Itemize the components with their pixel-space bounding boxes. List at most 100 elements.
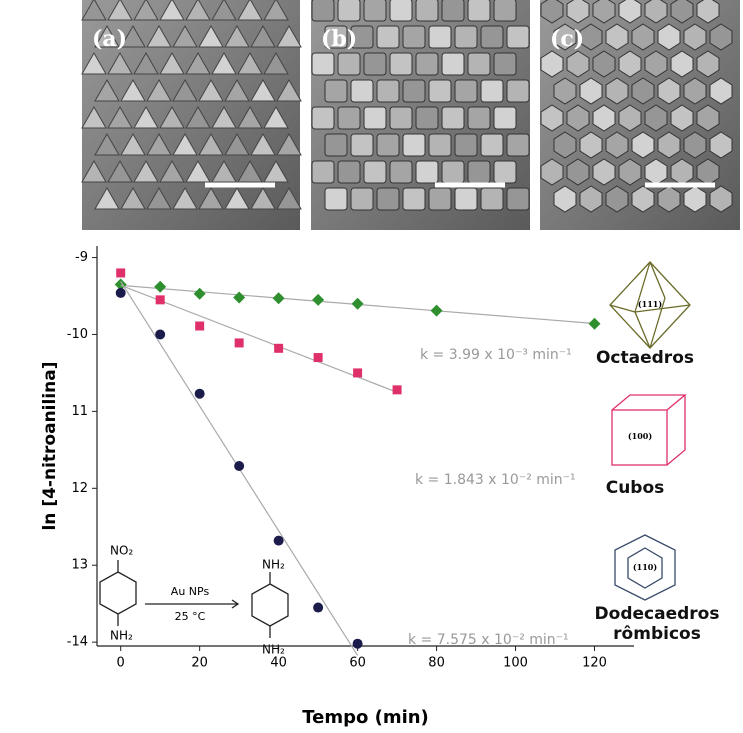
particle: [325, 188, 347, 210]
particle: [377, 188, 399, 210]
particle: [364, 161, 386, 183]
x-tick-label: 100: [503, 656, 528, 671]
particle: [494, 0, 516, 21]
point: [116, 288, 126, 298]
particle: [429, 188, 451, 210]
reaction-scheme: [100, 560, 288, 638]
particle: [455, 134, 477, 156]
x-tick-label: 40: [270, 656, 287, 671]
particle: [429, 26, 451, 48]
particle: [390, 0, 412, 21]
particle: [403, 80, 425, 102]
point: [313, 603, 323, 613]
facet-label: (100): [628, 431, 652, 441]
fit-label: k = 7.575 x 10⁻² min⁻¹: [408, 632, 569, 648]
scheme-text: 25 °C: [175, 610, 206, 623]
point: [352, 298, 364, 310]
particle: [416, 107, 438, 129]
particle: [468, 53, 490, 75]
panel-label: (b): [321, 26, 357, 52]
scheme-text: Au NPs: [171, 585, 210, 598]
particle: [442, 0, 464, 21]
particle: [442, 53, 464, 75]
point: [393, 385, 402, 394]
series-label: Octaedros: [580, 348, 710, 368]
particle: [429, 134, 451, 156]
particle: [351, 134, 373, 156]
y-tick-label: 13: [71, 558, 88, 573]
facet-label: (111): [638, 299, 662, 309]
point: [273, 292, 285, 304]
figure: NO₂ NH₂ Au NPs 25 °C NH₂ NH₂ (a)(b)(c)-9…: [0, 0, 743, 733]
particle: [481, 134, 503, 156]
point: [154, 281, 166, 293]
x-tick-label: 0: [117, 656, 125, 671]
particle: [312, 0, 334, 21]
particle: [481, 26, 503, 48]
particle: [338, 161, 360, 183]
particle: [351, 80, 373, 102]
particle: [468, 161, 490, 183]
point: [314, 353, 323, 362]
x-tick-label: 120: [582, 656, 607, 671]
particle: [364, 107, 386, 129]
y-tick-label: -9: [75, 250, 88, 265]
point: [353, 368, 362, 377]
particle: [338, 53, 360, 75]
particle: [390, 107, 412, 129]
x-tick-label: 20: [191, 656, 208, 671]
scheme-text: NO₂: [110, 544, 133, 558]
particle: [494, 161, 516, 183]
particle: [442, 161, 464, 183]
particle: [416, 161, 438, 183]
particle: [338, 0, 360, 21]
point: [274, 344, 283, 353]
particle: [338, 107, 360, 129]
particle: [455, 80, 477, 102]
particle: [455, 26, 477, 48]
particle: [403, 188, 425, 210]
particle: [494, 107, 516, 129]
y-tick-label: 12: [71, 481, 88, 496]
point: [431, 305, 443, 317]
panel-label: (a): [92, 26, 127, 52]
point: [155, 329, 165, 339]
particle: [416, 53, 438, 75]
particle: [325, 80, 347, 102]
particle: [377, 80, 399, 102]
point: [156, 295, 165, 304]
particle: [312, 107, 334, 129]
particle: [312, 161, 334, 183]
y-tick-label: -10: [67, 327, 88, 342]
particle: [429, 80, 451, 102]
scheme-text: NH₂: [262, 643, 285, 657]
point: [353, 639, 363, 649]
y-axis-label: ln [4-nitroanilina]: [40, 361, 60, 530]
point: [233, 292, 245, 304]
series-label: Dodecaedros rômbicos: [582, 604, 732, 644]
particle: [377, 26, 399, 48]
particle: [325, 134, 347, 156]
particle: [364, 53, 386, 75]
particle: [351, 188, 373, 210]
y-tick-label: -14: [67, 635, 88, 650]
point: [194, 288, 206, 300]
facet-label: (110): [633, 562, 657, 572]
point: [195, 322, 204, 331]
particle: [507, 134, 529, 156]
particle: [455, 188, 477, 210]
x-tick-label: 80: [428, 656, 445, 671]
particle: [364, 0, 386, 21]
particle: [507, 80, 529, 102]
point: [195, 389, 205, 399]
y-tick-label: 11: [71, 404, 88, 419]
particle: [390, 161, 412, 183]
fit-label: k = 3.99 x 10⁻³ min⁻¹: [420, 347, 572, 363]
particle: [403, 134, 425, 156]
point: [274, 536, 284, 546]
particle: [481, 188, 503, 210]
particle: [312, 53, 334, 75]
scheme-text: NH₂: [262, 558, 285, 572]
particle: [468, 107, 490, 129]
scheme-text: NH₂: [110, 629, 133, 643]
